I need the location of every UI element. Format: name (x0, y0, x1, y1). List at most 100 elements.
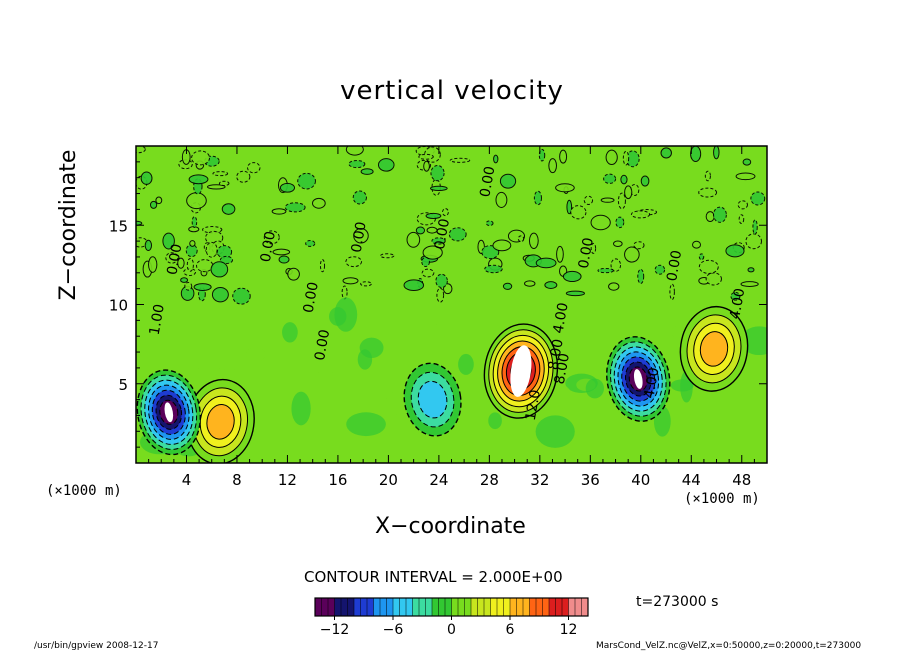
noise-contour (377, 158, 395, 172)
noise-contour (144, 239, 153, 252)
noise-contour (271, 208, 287, 215)
contour-label: 0.00 (164, 243, 185, 276)
noise-contour (730, 291, 741, 301)
noise-contour (544, 281, 558, 289)
contour-label: 0.00 (664, 249, 685, 282)
noise-contour (624, 185, 633, 200)
noise-contour (660, 147, 672, 159)
shading-patch (431, 323, 449, 338)
noise-contour (186, 192, 207, 210)
noise-contour (555, 183, 575, 193)
noise-contour (502, 282, 513, 290)
colorbar-cell (380, 598, 387, 616)
noise-contour (278, 255, 290, 264)
noise-contour (608, 282, 620, 291)
noise-contour (570, 205, 587, 220)
noise-contour (590, 242, 597, 254)
noise-contour (740, 281, 759, 287)
noise-contour (406, 231, 421, 248)
noise-contour (191, 150, 211, 166)
chart-title: vertical velocity (340, 76, 564, 106)
noise-contour (698, 259, 719, 274)
noise-contour (422, 245, 443, 260)
colorbar-cell (334, 598, 342, 616)
noise-contour (436, 287, 445, 303)
noise-contour (566, 199, 573, 215)
contour-label: 0.00 (258, 230, 279, 263)
x-tick-label: 36 (581, 471, 600, 489)
noise-contour (206, 184, 226, 190)
noise-contour (610, 258, 622, 272)
noise-contour (528, 232, 539, 249)
x-tick-label: 20 (379, 471, 398, 489)
noise-contour (272, 248, 291, 256)
contour-label: 0.00 (312, 328, 333, 361)
noise-contour (713, 146, 720, 160)
noise-contour (319, 259, 326, 273)
noise-contour (605, 149, 618, 166)
contour-label: 12.0 (523, 389, 544, 422)
noise-contour (485, 220, 494, 227)
noise-contour (449, 157, 471, 163)
noise-contour (704, 170, 711, 182)
x-unit-label-right: (×1000 m) (684, 491, 760, 507)
noise-contour (535, 257, 557, 269)
noise-contour (177, 257, 185, 269)
colorbar-cell (503, 598, 511, 616)
downdraft-contour (417, 380, 448, 419)
colorbar-cell (432, 598, 439, 616)
noise-contour (426, 226, 438, 234)
shading-patch (282, 322, 298, 343)
noise-contour (287, 267, 300, 281)
colorbar-cell (386, 598, 394, 616)
shading-patch (585, 378, 604, 399)
noise-contour (232, 287, 251, 305)
colorbar-cell (568, 598, 576, 616)
shading-patch (334, 297, 358, 332)
x-tick-label: 40 (631, 471, 650, 489)
noise-contour (423, 160, 430, 172)
noise-contour (352, 190, 367, 205)
contour-label: 0.00 (349, 220, 370, 253)
x-tick-label: 44 (682, 471, 701, 489)
noise-contour (533, 190, 542, 206)
shading-patch (458, 353, 474, 375)
shading-patch (256, 402, 281, 422)
colorbar-tick-label: 12 (560, 622, 578, 638)
noise-contour (279, 182, 296, 193)
y-tick-label: 5 (118, 376, 128, 394)
noise-contour (705, 211, 715, 222)
shading-patch (569, 317, 588, 354)
noise-contour (212, 171, 229, 177)
noise-contour (495, 191, 508, 208)
noise-contour (538, 148, 546, 162)
colorbar-cell (341, 598, 348, 616)
colorbar-cell (328, 598, 335, 616)
noise-contour (284, 202, 306, 213)
contour-label: 1.00 (147, 303, 168, 336)
noise-contour (499, 173, 517, 189)
noise-contour (136, 146, 146, 154)
contour-label: 8.00 (546, 338, 567, 371)
noise-contour (297, 172, 316, 190)
colorbar-cell (321, 598, 329, 616)
contour-label: 0.00 (432, 217, 453, 250)
noise-contour (484, 264, 503, 274)
colorbar-cell (549, 598, 556, 616)
noise-contour (517, 235, 525, 243)
noise-contour (140, 171, 153, 185)
noise-contour (705, 272, 722, 286)
noise-contour (421, 256, 430, 267)
noise-contour (263, 230, 280, 245)
colorbar-cell (484, 598, 491, 616)
x-tick-label: 24 (429, 471, 448, 489)
colorbar-cell (360, 598, 368, 616)
noise-contour (186, 258, 194, 272)
x-axis-label: X−coordinate (375, 514, 526, 539)
noise-contour (184, 281, 193, 291)
noise-contour (342, 277, 359, 285)
noise-contour (615, 216, 625, 229)
shading-patch (245, 347, 266, 362)
noise-contour (191, 216, 198, 228)
noise-contour (590, 214, 611, 231)
